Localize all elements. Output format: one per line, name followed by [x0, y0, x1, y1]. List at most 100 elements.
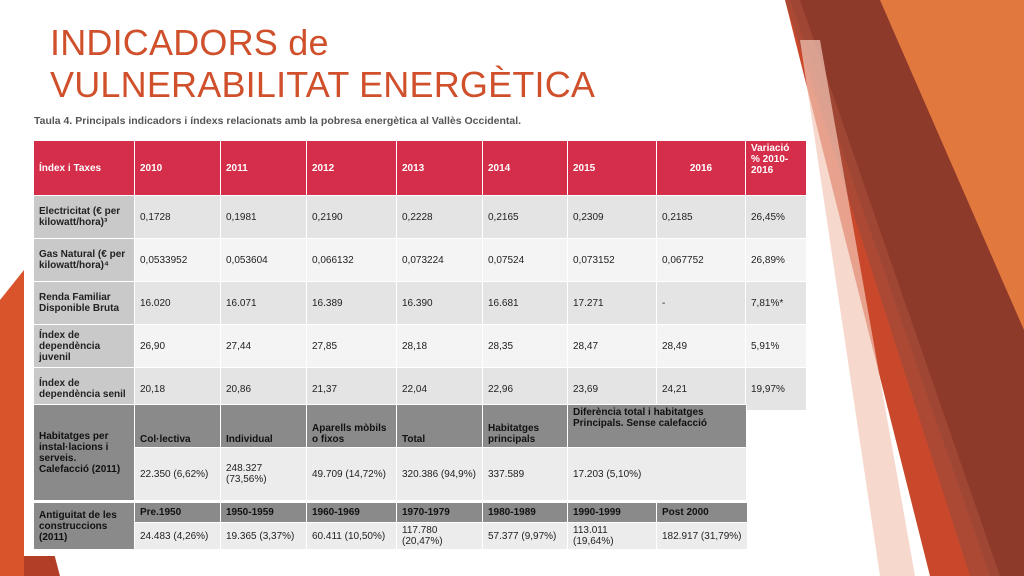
table-cell: 248.327 (73,56%)	[220, 447, 307, 501]
page-title-line2: VULNERABILITAT ENERGÈTICA	[50, 64, 596, 105]
table-cell: 24.483 (4,26%)	[134, 522, 221, 550]
row-label: Electricitat (€ per kilowatt/hora)³	[33, 195, 135, 239]
header-cell: Índex i Taxes	[33, 140, 135, 196]
table-cell: 320.386 (94,9%)	[396, 447, 483, 501]
table-cell: 26,90	[134, 324, 221, 368]
header-cell: Pre.1950	[134, 502, 221, 523]
header-cell: 2015	[567, 140, 657, 196]
page-title-line1: INDICADORS de	[50, 22, 329, 63]
table-cell: 113.011 (19,64%)	[567, 522, 657, 550]
table-cell: 27,44	[220, 324, 307, 368]
table-cell: 182.917 (31,79%)	[656, 522, 748, 550]
header-cell: 1970-1979	[396, 502, 483, 523]
age-table: Antiguitat de les construccions (2011) P…	[33, 502, 748, 550]
table-cell: 0,067752	[656, 238, 746, 282]
table-cell: 17.203 (5,10%)	[567, 447, 747, 501]
table-cell: 0,2309	[567, 195, 657, 239]
heating-header-row: Habitatges per instal·lacions i serveis.…	[33, 404, 747, 501]
indicators-table: Índex i Taxes 2010 2011 2012 2013 2014 2…	[33, 140, 807, 411]
table-cell: 19,97%	[745, 367, 807, 411]
table-cell: 26,45%	[745, 195, 807, 239]
table-cell: 0,1728	[134, 195, 221, 239]
table-row: Renda Familiar Disponible Bruta 16.020 1…	[33, 281, 807, 325]
header-cell: 2013	[396, 140, 483, 196]
table-cell: 49.709 (14,72%)	[306, 447, 397, 501]
table-cell: 0,073224	[396, 238, 483, 282]
table-cell: 16.389	[306, 281, 397, 325]
table-cell: 0,0533952	[134, 238, 221, 282]
table-row: Electricitat (€ per kilowatt/hora)³ 0,17…	[33, 195, 807, 239]
table-cell: 0,073152	[567, 238, 657, 282]
table-cell: 5,91%	[745, 324, 807, 368]
table-cell: 337.589	[482, 447, 568, 501]
table-cell: 26,89%	[745, 238, 807, 282]
table-cell: 22.350 (6,62%)	[134, 447, 221, 501]
header-cell: 1960-1969	[306, 502, 397, 523]
table-cell: 60.411 (10,50%)	[306, 522, 397, 550]
header-cell: Diferència total i habitatges Principals…	[567, 404, 747, 448]
header-cell: Total	[396, 404, 483, 448]
table-row: Índex de dependència senil 20,18 20,86 2…	[33, 367, 807, 411]
table-cell: 28,35	[482, 324, 568, 368]
table-cell: 7,81%*	[745, 281, 807, 325]
age-header-row: Antiguitat de les construccions (2011) P…	[33, 502, 748, 550]
page-title: INDICADORS de VULNERABILITAT ENERGÈTICA	[50, 22, 595, 106]
table-cell: 16.681	[482, 281, 568, 325]
table-cell: 23,69	[567, 367, 657, 411]
header-cell: 2016	[656, 140, 746, 196]
table-cell: 0,066132	[306, 238, 397, 282]
table-cell: 0,2185	[656, 195, 746, 239]
table-row: Índex de dependència juvenil 26,90 27,44…	[33, 324, 807, 368]
header-cell: Post 2000	[656, 502, 748, 523]
table-cell: 0,1981	[220, 195, 307, 239]
table-cell: 20,86	[220, 367, 307, 411]
row-label: Antiguitat de les construccions (2011)	[33, 502, 135, 550]
header-cell: Individual	[220, 404, 307, 448]
table-cell: 20,18	[134, 367, 221, 411]
row-label: Renda Familiar Disponible Bruta	[33, 281, 135, 325]
deco-shape-pale-stripe	[800, 40, 915, 576]
table-cell: 17.271	[567, 281, 657, 325]
header-cell: 1950-1959	[220, 502, 307, 523]
indicators-header-row: Índex i Taxes 2010 2011 2012 2013 2014 2…	[33, 140, 807, 196]
deco-shape-stripe	[785, 0, 1000, 576]
table-row: 22.350 (6,62%) 248.327 (73,56%) 49.709 (…	[34, 447, 747, 501]
row-label: Habitatges per instal·lacions i serveis.…	[33, 404, 135, 501]
row-label: Índex de dependència juvenil	[33, 324, 135, 368]
table-cell: 0,07524	[482, 238, 568, 282]
header-cell: Habitatges principals	[482, 404, 568, 448]
header-cell: 1990-1999	[567, 502, 657, 523]
deco-shape-light-orange	[880, 0, 1024, 330]
table-cell: 28,18	[396, 324, 483, 368]
table-row: 24.483 (4,26%) 19.365 (3,37%) 60.411 (10…	[34, 522, 748, 550]
table-cell: 0,053604	[220, 238, 307, 282]
table-cell: -	[656, 281, 746, 325]
table-cell: 28,49	[656, 324, 746, 368]
header-cell: 2014	[482, 140, 568, 196]
table-cell: 16.071	[220, 281, 307, 325]
header-cell: 2011	[220, 140, 307, 196]
table-cell: 28,47	[567, 324, 657, 368]
table-cell: 57.377 (9,97%)	[482, 522, 568, 550]
table-cell: 0,2228	[396, 195, 483, 239]
table-cell: 24,21	[656, 367, 746, 411]
row-label: Gas Natural (€ per kilowatt/hora)⁴	[33, 238, 135, 282]
table-cell: 0,2165	[482, 195, 568, 239]
table-cell: 16.020	[134, 281, 221, 325]
table-cell: 19.365 (3,37%)	[220, 522, 307, 550]
table-cell: 22,04	[396, 367, 483, 411]
table-cell: 16.390	[396, 281, 483, 325]
table-cell: 117.780 (20,47%)	[396, 522, 483, 550]
table-row: Gas Natural (€ per kilowatt/hora)⁴ 0,053…	[33, 238, 807, 282]
row-label: Índex de dependència senil	[33, 367, 135, 411]
table-cell: 27,85	[306, 324, 397, 368]
header-cell: 1980-1989	[482, 502, 568, 523]
header-cell: Variació % 2010-2016	[745, 140, 807, 196]
header-cell: Aparells mòbils o fixos	[306, 404, 397, 448]
table-caption: Taula 4. Principals indicadors i índexs …	[34, 115, 522, 127]
header-cell: 2010	[134, 140, 221, 196]
table-cell: 22,96	[482, 367, 568, 411]
table-cell: 0,2190	[306, 195, 397, 239]
deco-shape-left-orange	[0, 270, 24, 576]
